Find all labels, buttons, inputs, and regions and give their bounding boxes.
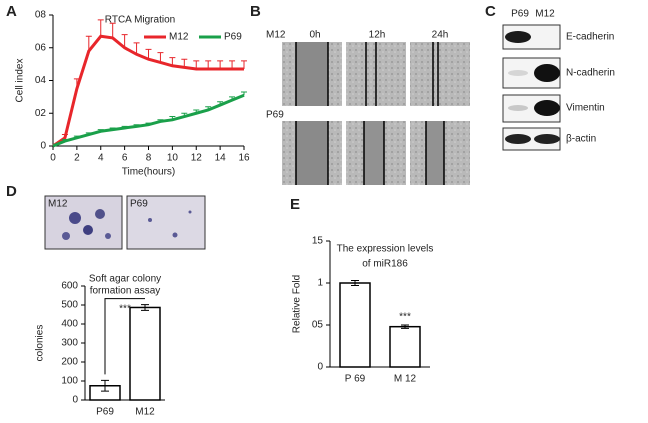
protein-label: β-actin bbox=[566, 134, 596, 145]
protein-label: Vimentin bbox=[566, 103, 605, 114]
x-tick-label: P69 bbox=[96, 407, 114, 418]
chart-title: The expression levels bbox=[337, 244, 434, 255]
error-bar bbox=[121, 34, 128, 48]
error-bar bbox=[145, 48, 152, 60]
x-tick-label: 14 bbox=[215, 153, 227, 164]
y-tick-label: 600 bbox=[61, 281, 78, 292]
wound-images bbox=[282, 42, 470, 185]
x-tick-label: 12 bbox=[191, 153, 203, 164]
y-tick-label: 300 bbox=[61, 338, 78, 349]
error-bar bbox=[141, 304, 149, 311]
panel-label: B bbox=[250, 3, 261, 20]
panel-label: A bbox=[6, 3, 17, 20]
y-tick-label: 06 bbox=[35, 42, 47, 53]
protein-label: E-cadherin bbox=[566, 32, 614, 43]
x-tick-label: 16 bbox=[238, 153, 250, 164]
y-tick-label: 02 bbox=[35, 108, 47, 119]
photo-label: M12 bbox=[48, 199, 68, 210]
y-tick-label: 04 bbox=[35, 75, 47, 86]
column-label: 12h bbox=[369, 30, 386, 41]
y-tick-label: 100 bbox=[61, 376, 78, 387]
y-tick-label: 15 bbox=[312, 236, 324, 247]
x-tick-label: P 69 bbox=[345, 374, 366, 385]
row-label: P69 bbox=[266, 110, 284, 121]
error-bar bbox=[97, 19, 104, 37]
y-tick-label: 200 bbox=[61, 357, 78, 368]
error-bar bbox=[351, 279, 359, 287]
panel-label: C bbox=[485, 3, 496, 20]
error-bar bbox=[241, 91, 247, 96]
x-tick-label: 4 bbox=[98, 153, 104, 164]
x-tick-label: 0 bbox=[50, 153, 56, 164]
x-tick-label: 2 bbox=[74, 153, 80, 164]
error-bar bbox=[109, 22, 116, 38]
y-tick-label: 1 bbox=[317, 278, 323, 289]
x-axis-label: Time(hours) bbox=[122, 167, 176, 178]
column-label: 24h bbox=[432, 30, 449, 41]
y-tick-label: 05 bbox=[312, 320, 324, 331]
x-tick-label: M 12 bbox=[394, 374, 417, 385]
photo-label: P69 bbox=[130, 199, 148, 210]
error-bar bbox=[157, 52, 164, 63]
significance-bracket bbox=[104, 298, 145, 375]
legend-label: M12 bbox=[169, 32, 189, 43]
series-line bbox=[52, 93, 245, 148]
column-label: 0h bbox=[309, 30, 320, 41]
x-tick-label: 6 bbox=[122, 153, 128, 164]
chart-title: formation assay bbox=[90, 286, 161, 297]
error-bar bbox=[85, 35, 92, 52]
x-tick-label: 10 bbox=[167, 153, 179, 164]
row-label: M12 bbox=[266, 30, 286, 41]
panel-label: D bbox=[6, 183, 17, 200]
y-tick-label: 0 bbox=[72, 395, 78, 406]
chart-title: of miR186 bbox=[362, 259, 408, 270]
y-tick-label: 500 bbox=[61, 300, 78, 311]
y-tick-label: 0 bbox=[40, 141, 46, 152]
colony-photos bbox=[44, 195, 206, 250]
panel-label: E bbox=[290, 196, 300, 213]
error-bar bbox=[401, 324, 409, 329]
lane-label: M12 bbox=[535, 9, 555, 20]
x-tick-label: 8 bbox=[146, 153, 152, 164]
error-bar bbox=[133, 42, 140, 55]
chart-title: Soft agar colony bbox=[89, 274, 161, 285]
lane-label: P69 bbox=[511, 9, 529, 20]
bar bbox=[339, 282, 371, 368]
y-tick-label: 0 bbox=[317, 362, 323, 373]
significance: *** bbox=[119, 303, 131, 314]
protein-label: N-cadherin bbox=[566, 68, 615, 79]
y-tick-label: 08 bbox=[35, 10, 47, 21]
y-axis-label: colonies bbox=[35, 325, 46, 362]
bar bbox=[389, 325, 421, 368]
significance: *** bbox=[399, 312, 411, 323]
y-axis-label: Relative Fold bbox=[292, 275, 303, 333]
x-tick-label: M12 bbox=[135, 407, 155, 418]
bar bbox=[129, 306, 161, 401]
chart-title: RTCA Migration bbox=[105, 15, 175, 26]
y-axis-label: Cell index bbox=[15, 59, 26, 103]
legend-label: P69 bbox=[224, 32, 242, 43]
error-bar bbox=[101, 379, 109, 392]
blot-strips bbox=[502, 24, 561, 151]
y-tick-label: 400 bbox=[61, 319, 78, 330]
series-line bbox=[52, 34, 244, 148]
